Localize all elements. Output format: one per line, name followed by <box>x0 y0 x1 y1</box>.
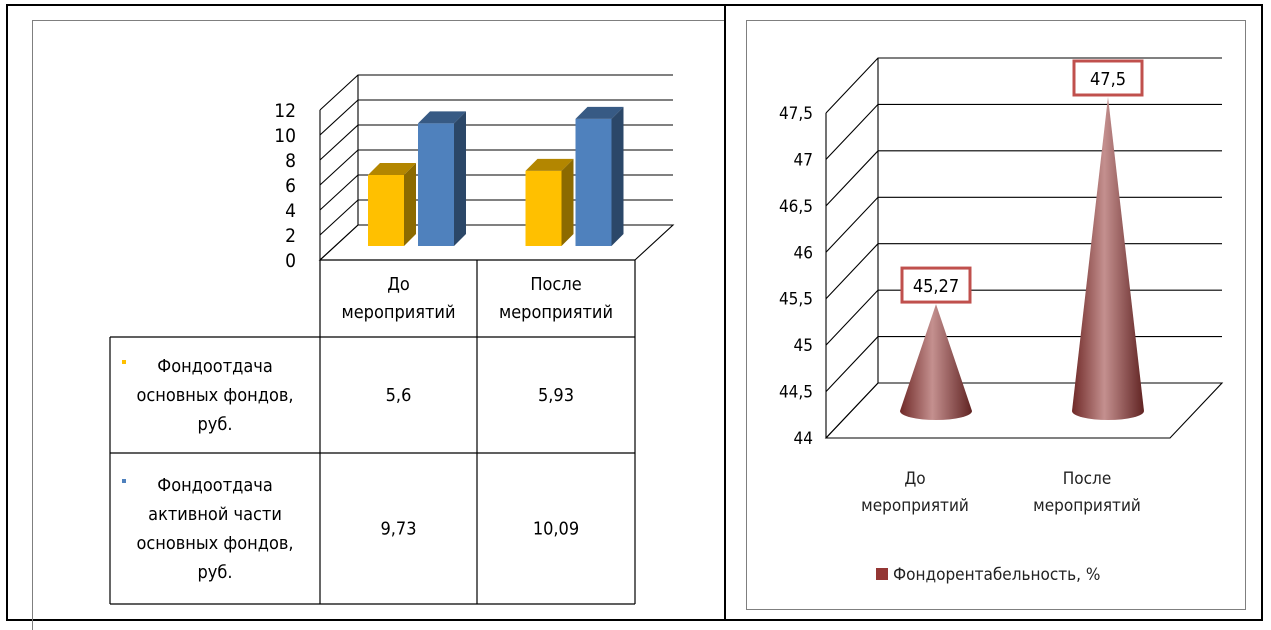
data-label: 9,73 <box>380 519 416 540</box>
x-tick-label: После <box>530 274 581 295</box>
bar-top <box>368 163 416 175</box>
y-tick-label: 12 <box>274 100 296 122</box>
y-tick-label: 47 <box>794 150 813 170</box>
legend-entry: активной части <box>148 504 282 525</box>
cone <box>900 304 972 420</box>
x-tick-label: мероприятий <box>1033 496 1141 516</box>
y-tick-label: 4 <box>285 200 296 222</box>
bar <box>368 175 404 246</box>
legend-entry: Фондорентабельность, % <box>893 565 1100 585</box>
legend-entry: руб. <box>198 562 233 583</box>
data-label-box <box>1072 59 1144 97</box>
y-tick-label: 45,5 <box>779 290 813 310</box>
y-tick-label: 45 <box>794 336 813 356</box>
y-tick-label: 6 <box>285 175 296 197</box>
legend-key <box>122 479 126 483</box>
y-tick-label: 10 <box>274 125 296 147</box>
x-tick-label: До <box>904 469 925 489</box>
y-tick-label: 47,5 <box>779 104 813 124</box>
y-tick-label: 0 <box>285 250 296 272</box>
y-tick-label: 2 <box>285 225 296 247</box>
bar-top <box>418 111 466 124</box>
bar-side <box>561 158 574 246</box>
legend-entry: Фондоотдача <box>157 475 273 496</box>
legend-entry: руб. <box>198 414 233 435</box>
y-tick-label: 46,5 <box>779 197 813 217</box>
x-tick-label: мероприятий <box>342 302 456 323</box>
data-label: 47,5 <box>1090 69 1126 90</box>
legend-key <box>122 360 126 364</box>
left-chart-area <box>32 20 724 630</box>
data-label-box <box>900 266 972 304</box>
data-label: 5,93 <box>538 385 574 406</box>
data-label: 5,6 <box>386 385 412 406</box>
bar <box>575 118 612 246</box>
x-tick-label: До <box>387 274 410 295</box>
floor <box>824 382 1224 439</box>
bar-side <box>404 163 416 246</box>
bar-top <box>575 106 624 119</box>
outer-frame <box>6 4 1263 621</box>
right-chart-area <box>746 20 1246 610</box>
x-tick-label: После <box>1063 469 1111 489</box>
legend-entry: Фондоотдача <box>157 356 273 377</box>
x-tick-label: мероприятий <box>499 302 613 323</box>
x-tick-label: мероприятий <box>861 496 969 516</box>
data-label: 10,09 <box>533 519 579 540</box>
y-tick-label: 8 <box>285 150 296 172</box>
cone <box>1072 97 1144 420</box>
bar-side <box>454 111 466 246</box>
y-tick-label: 46 <box>794 243 813 263</box>
y-tick-label: 44,5 <box>779 383 813 403</box>
legend-swatch <box>876 568 888 580</box>
bar-side <box>611 106 624 246</box>
gridline <box>825 382 1222 439</box>
data-label: 45,27 <box>913 276 959 297</box>
legend-entry: основных фондов, <box>136 533 293 554</box>
bar <box>418 123 454 246</box>
cell-divider <box>724 4 726 621</box>
bar-top <box>525 158 574 171</box>
y-tick-label: 44 <box>794 429 813 449</box>
bar <box>525 170 562 246</box>
legend-entry: основных фондов, <box>136 385 293 406</box>
